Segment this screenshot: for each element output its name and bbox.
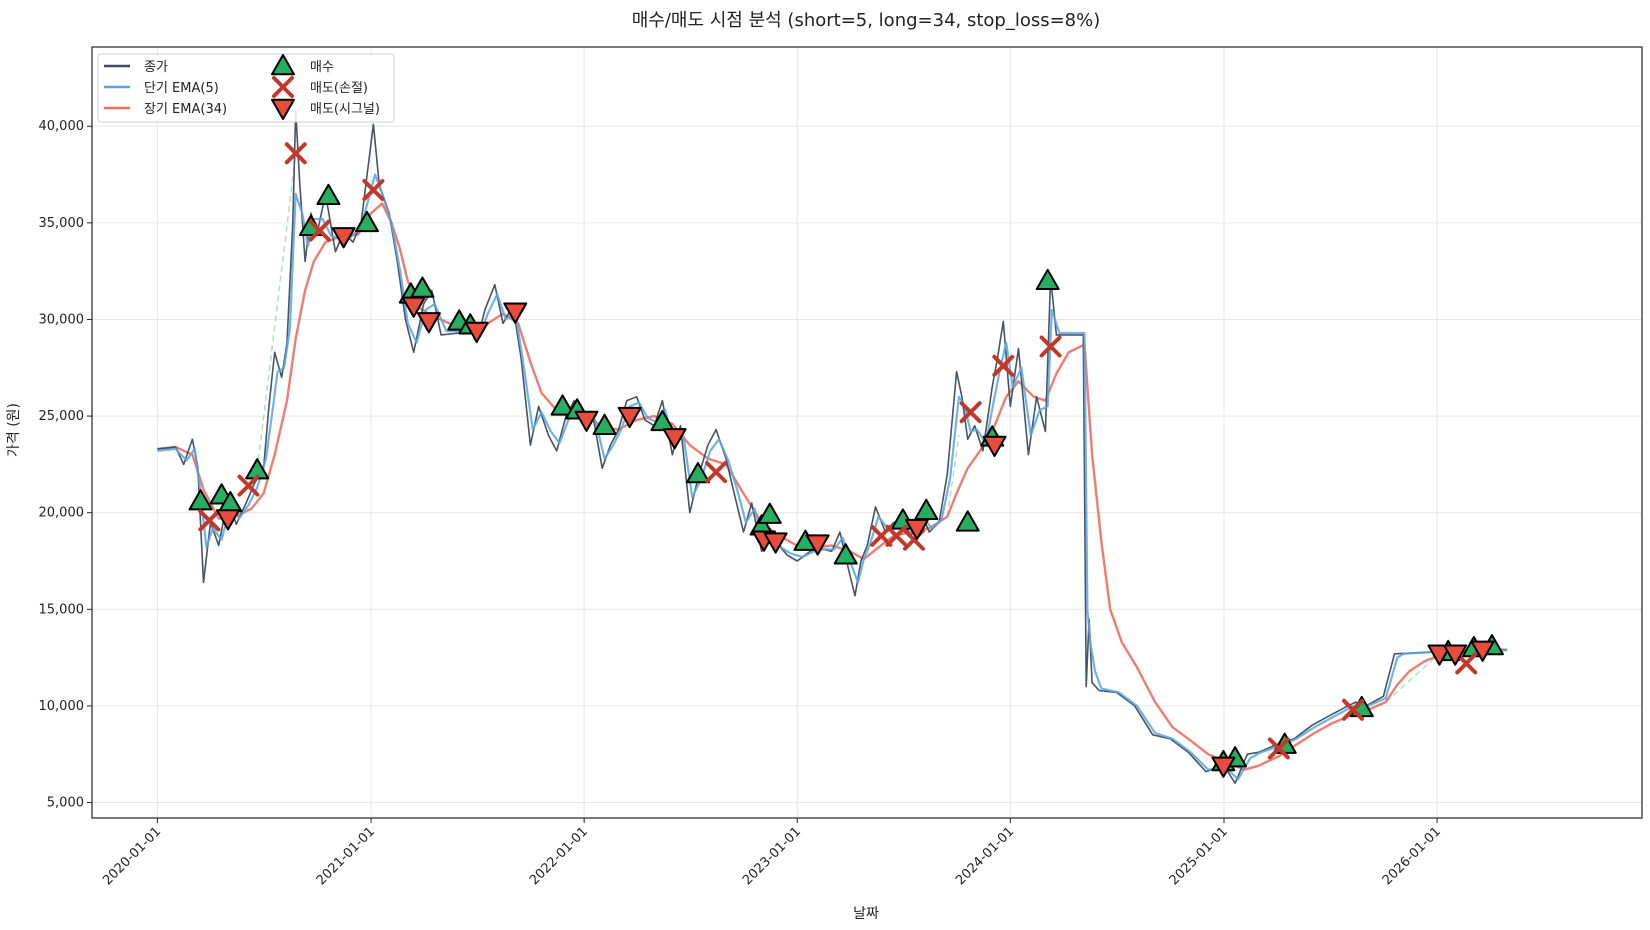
sell-stop-stroke bbox=[237, 474, 260, 497]
legend-label: 매도(시그널) bbox=[310, 102, 380, 117]
y-tick-label: 35,000 bbox=[39, 216, 85, 231]
sell-stop-stroke bbox=[1342, 698, 1365, 721]
sell-signal-marker bbox=[401, 296, 426, 318]
sell-stop-marker bbox=[885, 524, 908, 547]
sell-stop-stroke bbox=[284, 142, 307, 165]
buy-marker bbox=[188, 489, 213, 511]
sell-stop-stroke bbox=[1039, 335, 1062, 358]
buy-marker bbox=[685, 462, 710, 484]
sell-stop-stroke bbox=[308, 219, 331, 242]
sell-stop-stroke bbox=[198, 509, 221, 532]
sell-stop-marker bbox=[284, 142, 307, 165]
y-tick-label: 25,000 bbox=[39, 409, 85, 424]
buy-marker bbox=[1035, 268, 1060, 291]
sell-stop-stroke bbox=[992, 354, 1015, 377]
sell-signal-marker bbox=[464, 321, 489, 344]
sell-signal-marker bbox=[1470, 640, 1495, 662]
buy-marker bbox=[550, 394, 575, 416]
y-tick-label: 40,000 bbox=[39, 119, 85, 134]
sell-stop-marker bbox=[362, 178, 385, 201]
legend-label: 매수 bbox=[310, 60, 334, 75]
sell-signal-marker bbox=[805, 534, 830, 556]
legend-box bbox=[97, 53, 395, 123]
y-tick-label: 20,000 bbox=[39, 506, 85, 521]
buy-marker bbox=[316, 183, 341, 206]
sell-stop-marker bbox=[870, 524, 893, 547]
sell-signal-marker bbox=[1211, 756, 1236, 778]
buy-marker bbox=[354, 210, 379, 233]
x-axis-title: 날짜 bbox=[853, 906, 879, 922]
sell-signal-marker bbox=[416, 312, 441, 334]
sell-stop-stroke bbox=[870, 524, 893, 547]
chart-title: 매수/매도 시점 분석 (short=5, long=34, stop_loss… bbox=[632, 10, 1101, 31]
sell-stop-stroke bbox=[959, 401, 982, 424]
sell-stop-stroke bbox=[1455, 652, 1478, 675]
legend-swatch-sell-stop bbox=[272, 76, 294, 98]
sell-stop-marker bbox=[308, 219, 331, 242]
legend-label: 단기 EMA(5) bbox=[144, 81, 219, 96]
grid-layer bbox=[92, 47, 1642, 818]
legend-label: 매도(손절) bbox=[310, 81, 368, 96]
buy-marker bbox=[833, 543, 858, 565]
buy-marker bbox=[650, 409, 675, 432]
trade-link-line bbox=[256, 153, 297, 471]
sell-stop-stroke bbox=[1267, 737, 1290, 760]
sell-signal-marker bbox=[1443, 644, 1468, 666]
sell-stop-marker bbox=[992, 354, 1015, 377]
y-axis-ticks: 5,000 10,000 15,000 20,000 25,000 30,000 35,00… bbox=[39, 119, 92, 811]
sell-signal-marker bbox=[662, 428, 687, 450]
y-tick-label: 15,000 bbox=[39, 602, 85, 617]
sell-stop-stroke bbox=[272, 76, 294, 98]
legend-label: 종가 bbox=[144, 60, 168, 75]
sell-stop-marker bbox=[705, 461, 728, 484]
sell-stop-marker bbox=[237, 474, 260, 497]
sell-stop-stroke bbox=[705, 461, 728, 484]
y-axis-title: 가격 (원) bbox=[6, 403, 22, 457]
sell-signal-marker bbox=[216, 509, 241, 531]
sell-stop-marker bbox=[1039, 335, 1062, 358]
marker-layer bbox=[188, 142, 1504, 778]
trade-link-line bbox=[1385, 653, 1440, 703]
sell-stop-stroke bbox=[885, 524, 908, 547]
sell-stop-marker bbox=[1267, 737, 1290, 760]
sell-signal-marker bbox=[904, 518, 929, 541]
y-tick-label: 30,000 bbox=[39, 312, 85, 327]
sell-stop-marker bbox=[198, 509, 221, 532]
sell-signal-marker bbox=[574, 410, 599, 432]
trade-link-line bbox=[946, 435, 960, 517]
y-tick-label: 10,000 bbox=[39, 699, 85, 714]
sell-stop-marker bbox=[1342, 698, 1365, 721]
sell-stop-marker bbox=[959, 401, 982, 424]
legend-swatch-buy bbox=[271, 54, 295, 76]
legend-swatch-sell-signal bbox=[271, 98, 295, 120]
y-tick-label: 5,000 bbox=[47, 796, 84, 811]
buy-marker bbox=[757, 502, 782, 524]
sell-signal-marker bbox=[503, 302, 528, 324]
plot-frame bbox=[91, 46, 1643, 819]
sell-signal-marker bbox=[331, 227, 356, 249]
legend-label: 장기 EMA(34) bbox=[144, 102, 227, 117]
buy-marker bbox=[592, 413, 617, 435]
sell-signal-marker bbox=[1427, 644, 1452, 666]
sell-stop-stroke bbox=[362, 178, 385, 201]
buy-marker bbox=[955, 510, 980, 532]
sell-signal-marker bbox=[617, 406, 642, 429]
sell-signal-marker bbox=[982, 435, 1007, 458]
sell-signal-marker bbox=[763, 532, 788, 554]
